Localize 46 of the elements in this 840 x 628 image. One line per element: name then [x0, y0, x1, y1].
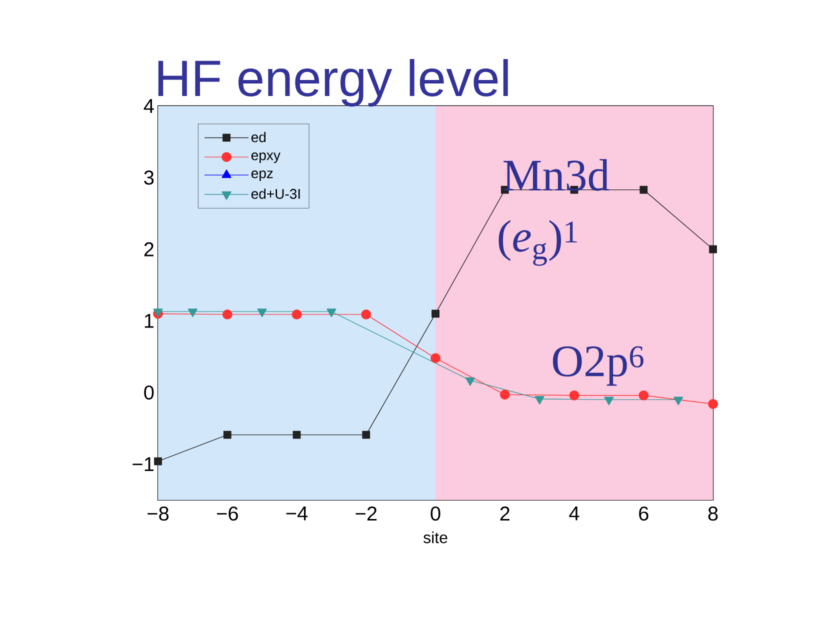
- point: [430, 353, 440, 364]
- annotation: (e$_{g}$)$^{1}$: [498, 220, 577, 266]
- point: [569, 390, 580, 400]
- point: [223, 430, 232, 439]
- annotation: Mn3d: [504, 159, 610, 191]
- legend-label: epxy: [251, 152, 280, 163]
- point: [604, 396, 614, 406]
- y-tick-label: 3: [144, 170, 154, 185]
- point: [292, 430, 301, 439]
- y-tick-label: 2: [144, 242, 154, 256]
- x-tick-label: 2: [500, 506, 510, 520]
- point: [154, 457, 162, 466]
- x-tick-label: −6: [216, 506, 238, 521]
- point: [188, 308, 198, 318]
- chart-title: HF energy level: [158, 59, 508, 107]
- point: [640, 186, 648, 194]
- legend-label: epz: [251, 170, 273, 181]
- point: [257, 308, 267, 318]
- point: [326, 308, 336, 318]
- point: [638, 390, 649, 400]
- x-tick-label: −2: [356, 506, 377, 520]
- point: [673, 396, 684, 406]
- point: [362, 430, 370, 439]
- x-tick-label: 6: [639, 506, 648, 521]
- y-tick-label: 0: [144, 385, 154, 400]
- point: [500, 390, 510, 400]
- point: [222, 310, 232, 320]
- point: [465, 377, 476, 386]
- y-tick-label: 4: [144, 99, 154, 113]
- x-tick-label: −4: [286, 506, 308, 520]
- x-tick-label: 8: [708, 506, 718, 521]
- legend-label: ed+U-3I: [251, 188, 300, 199]
- point: [432, 310, 440, 318]
- y-tick-label: −1: [132, 457, 154, 472]
- point: [709, 245, 717, 254]
- annotation: O2p$^{6}$: [552, 346, 644, 386]
- x-tick-label: −8: [148, 506, 169, 521]
- point: [361, 310, 372, 320]
- point: [292, 310, 302, 320]
- x-tick-label: 0: [430, 506, 440, 521]
- point: [534, 396, 544, 405]
- x-axis-title: site: [424, 532, 448, 544]
- point: [708, 399, 718, 409]
- y-tick-label: 1: [144, 314, 154, 328]
- x-tick-label: 4: [569, 506, 580, 520]
- legend-label: ed: [251, 132, 266, 142]
